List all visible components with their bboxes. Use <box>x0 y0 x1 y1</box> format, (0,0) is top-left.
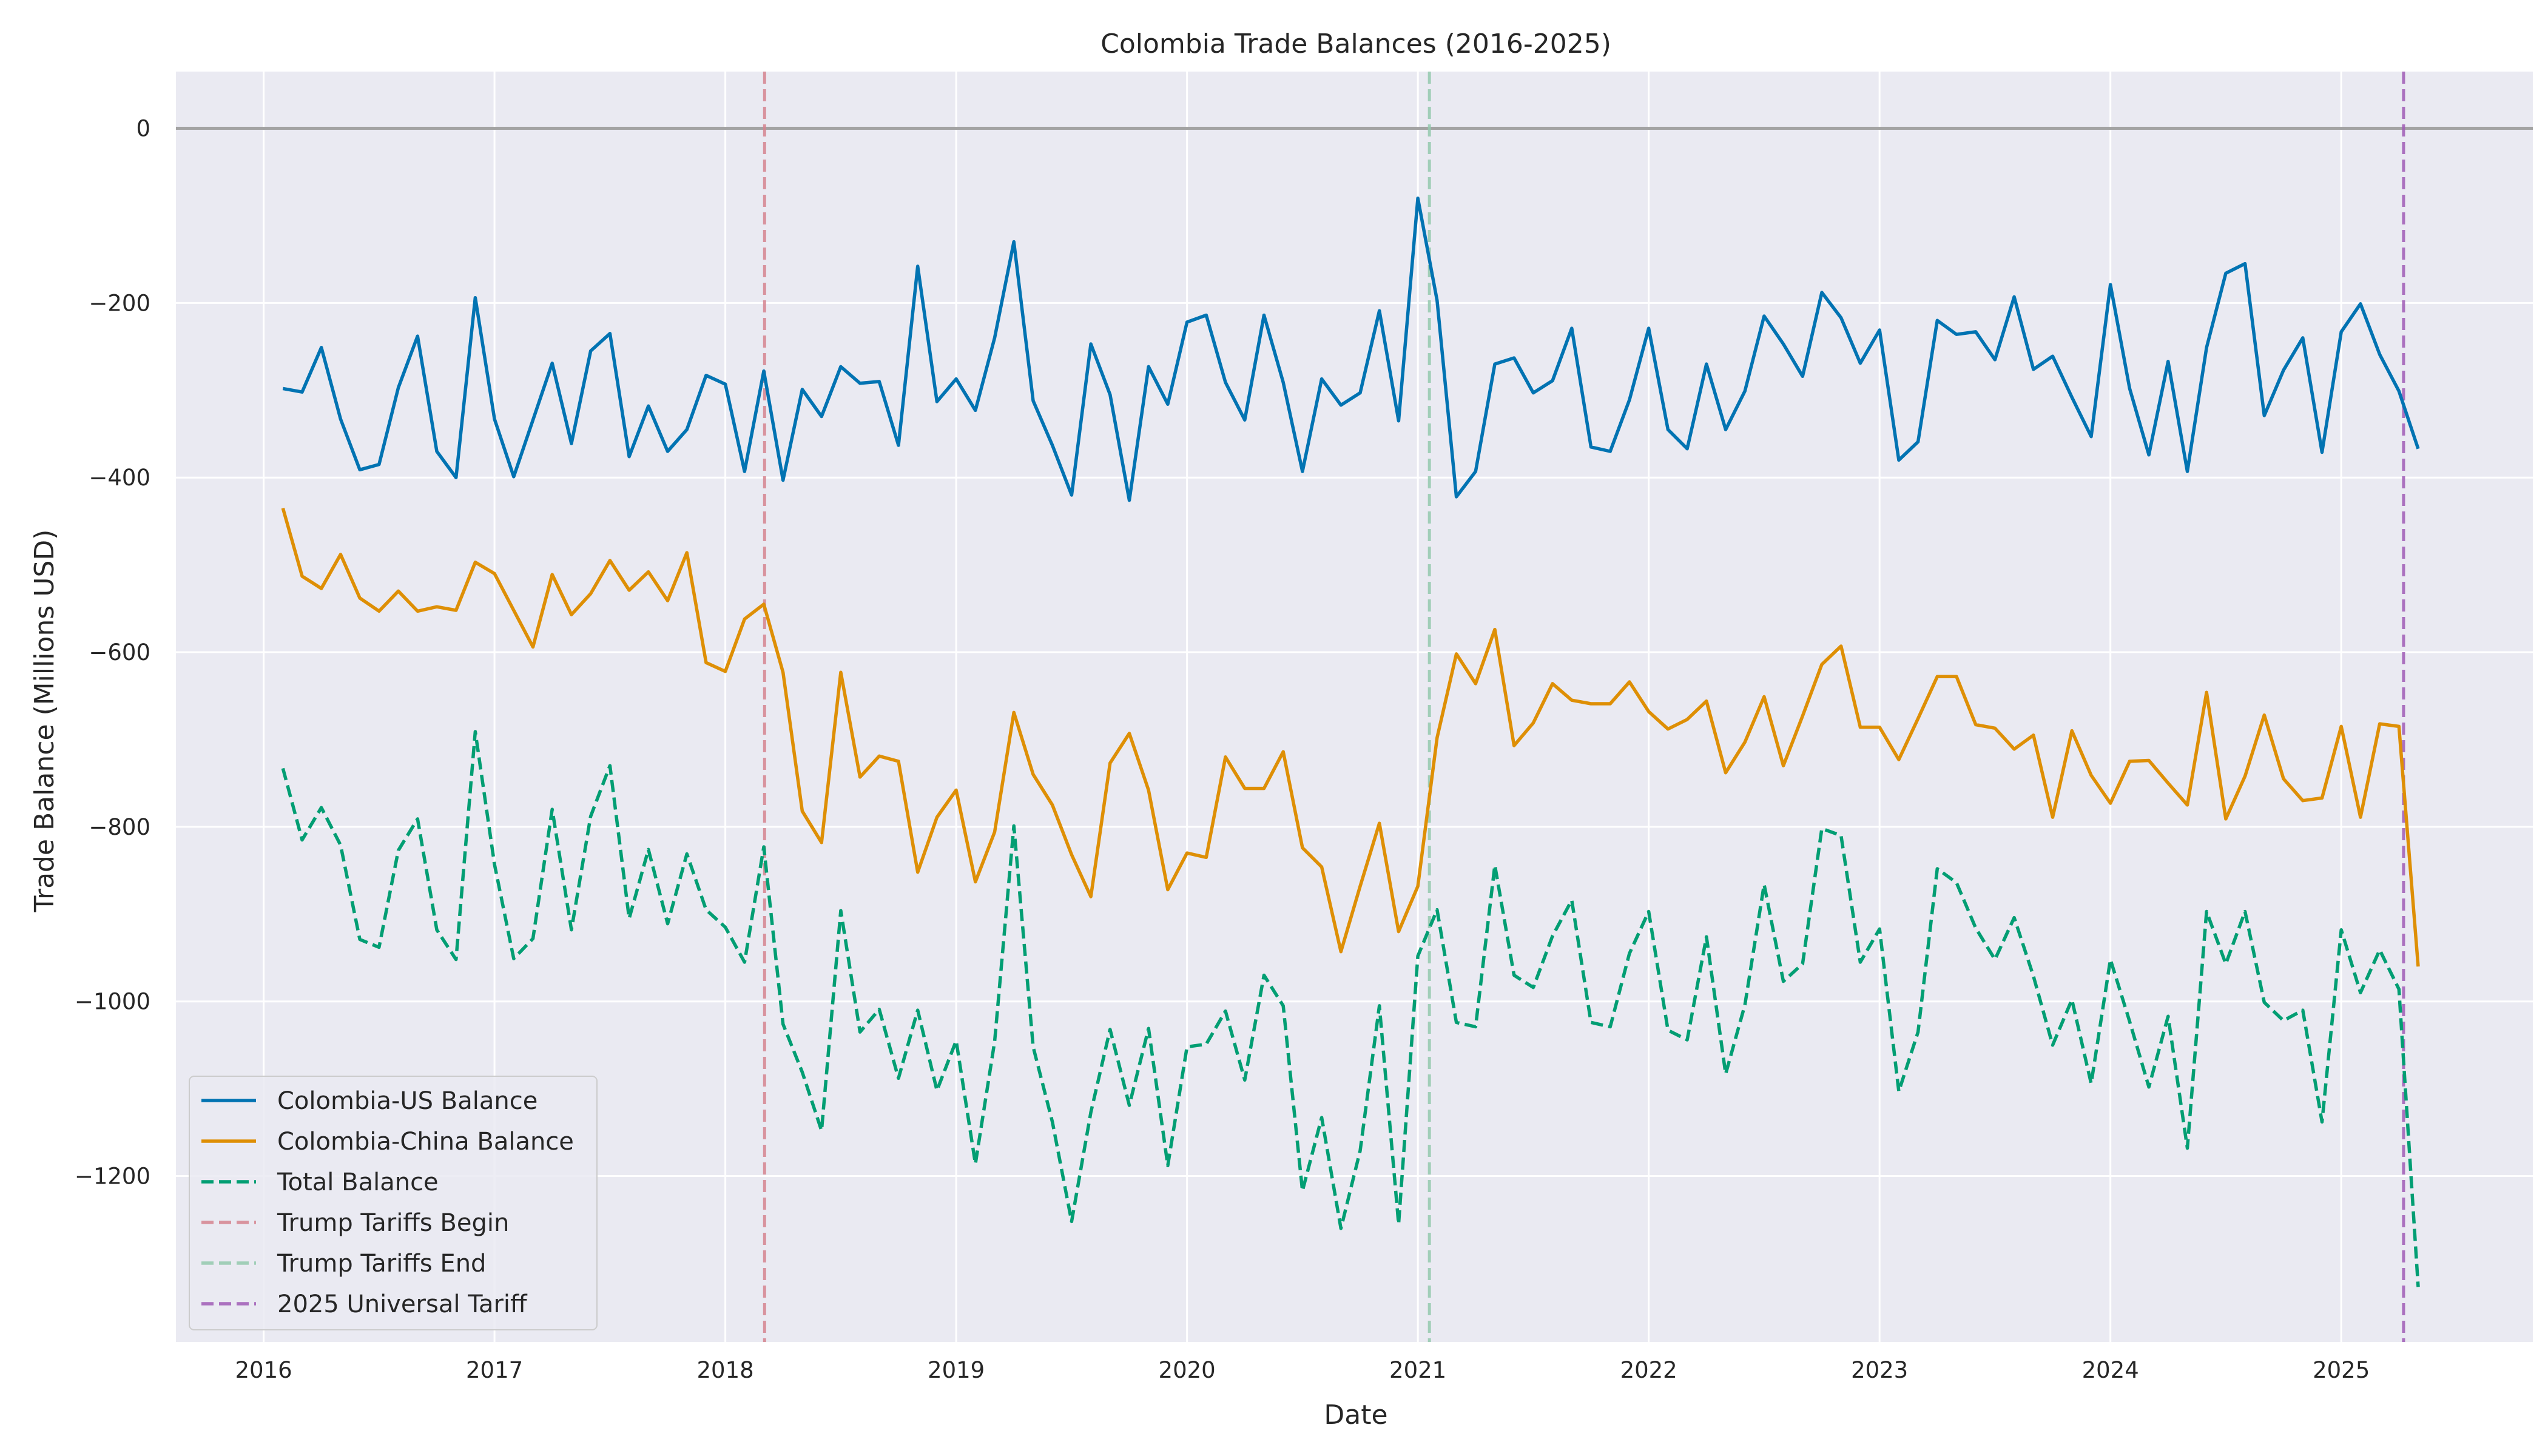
x-tick-label: 2019 <box>928 1357 985 1383</box>
x-tick-label: 2023 <box>1851 1357 1908 1383</box>
event-lines <box>763 72 2405 1342</box>
legend-box <box>189 1076 598 1330</box>
y-tick-label: −200 <box>89 290 150 316</box>
series-line <box>281 730 2420 1287</box>
y-tick-label: −400 <box>89 465 150 491</box>
x-tick-label: 2024 <box>2082 1357 2139 1383</box>
y-tick-label: 0 <box>136 116 150 142</box>
chart-title: Colombia Trade Balances (2016-2025) <box>1100 29 1611 59</box>
y-tick-label: −600 <box>89 639 150 666</box>
legend-label: Colombia-US Balance <box>277 1087 538 1115</box>
legend: Colombia-US Balance Colombia-China Balanc… <box>189 1076 598 1330</box>
series-lines <box>281 196 2420 1287</box>
legend-label: 2025 Universal Tariff <box>277 1290 528 1318</box>
y-tick-label: −800 <box>89 814 150 840</box>
x-tick-label: 2018 <box>697 1357 754 1383</box>
x-tick-labels: 2016 2017 2018 2019 2020 2021 2022 2023 2024 2025 <box>235 1357 2370 1383</box>
x-tick-label: 2021 <box>1389 1357 1446 1383</box>
legend-label: Total Balance <box>277 1168 439 1196</box>
y-axis-label: Trade Balance (Millions USD) <box>29 530 60 913</box>
x-tick-label: 2022 <box>1620 1357 1677 1383</box>
y-tick-label: −1000 <box>75 989 150 1015</box>
x-tick-label: 2016 <box>235 1357 292 1383</box>
legend-label: Colombia-China Balance <box>277 1128 574 1156</box>
series-line <box>282 196 2420 502</box>
y-tick-label: −1200 <box>75 1164 150 1190</box>
legend-label: Trump Tariffs Begin <box>277 1209 509 1237</box>
legend-label: Trump Tariffs End <box>277 1250 486 1278</box>
y-tick-labels: 0 −200 −400 −600 −800 −1000 −1200 <box>75 116 150 1190</box>
x-axis-label: Date <box>1324 1400 1387 1431</box>
x-tick-label: 2025 <box>2313 1357 2370 1383</box>
series-line <box>281 507 2420 967</box>
x-tick-label: 2020 <box>1159 1357 1216 1383</box>
x-tick-label: 2017 <box>466 1357 523 1383</box>
